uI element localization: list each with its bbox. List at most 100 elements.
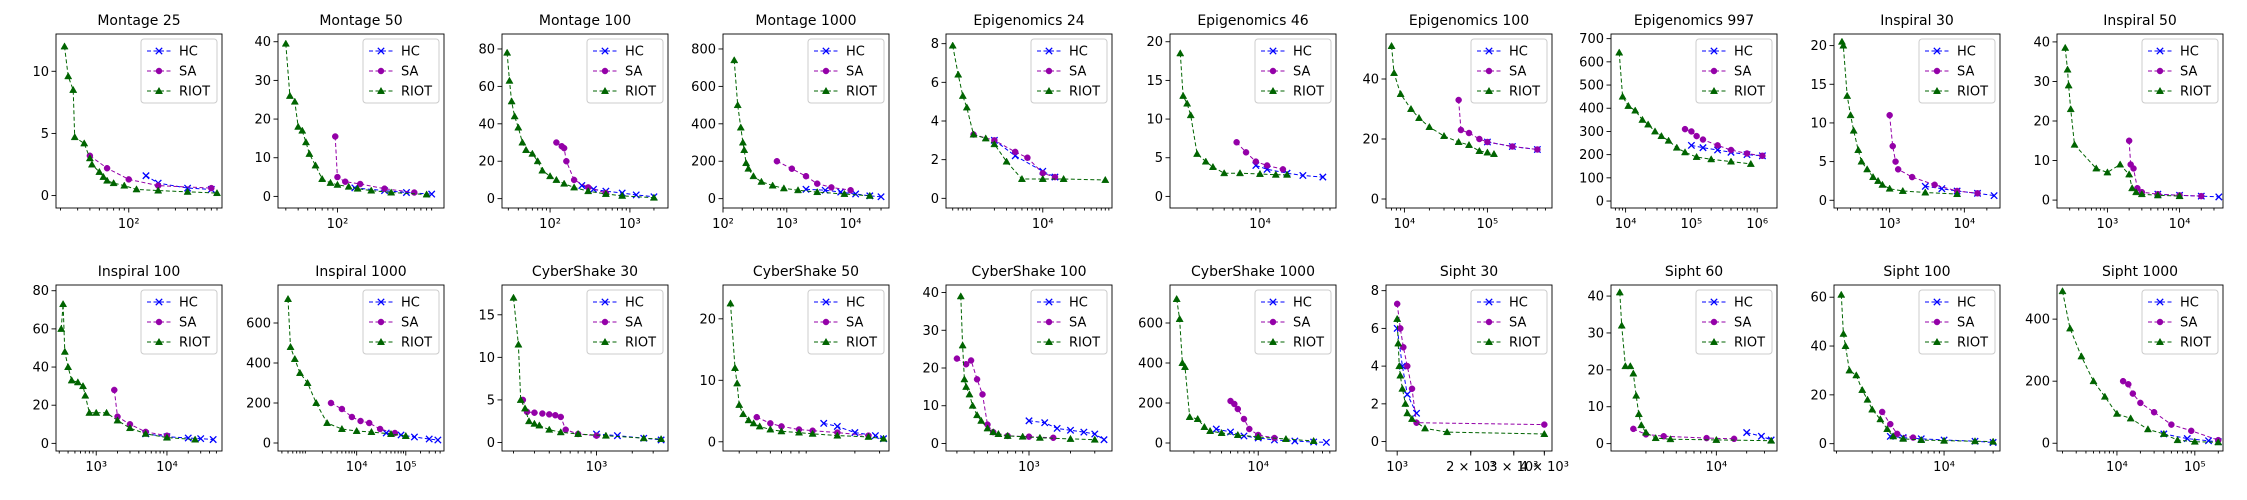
data-point (338, 405, 346, 413)
series-line (2157, 193, 2219, 198)
data-point (1100, 436, 1108, 444)
data-point (1403, 390, 1411, 399)
data-point (749, 172, 758, 180)
plot-area (2061, 43, 2223, 201)
data-point (531, 409, 538, 416)
legend-marker (1933, 318, 1941, 326)
data-point (879, 434, 888, 442)
data-point (768, 181, 777, 189)
data-point (553, 139, 560, 146)
y-tick-label: 15 (1810, 78, 1827, 93)
data-point (1457, 126, 1465, 134)
data-point (281, 39, 290, 47)
legend-marker (1269, 67, 1277, 75)
data-point (1179, 91, 1188, 99)
data-point (95, 167, 104, 175)
axes-frame (945, 33, 1113, 209)
y-tick-label: 400 (1138, 357, 1163, 372)
legend-marker (1484, 86, 1494, 94)
data-point (524, 417, 534, 425)
chart-panel: Inspiral 1000 10⁴ 10⁵ 0 200 400 600 HC SA RIOT (246, 264, 445, 475)
data-point (1183, 99, 1192, 107)
data-point (1455, 96, 1462, 104)
series-line (2163, 433, 2219, 443)
axes-frame (1833, 284, 2001, 452)
series-line (1216, 428, 1327, 443)
y-tick-label: 40 (2033, 35, 2050, 50)
series-line (60, 304, 196, 441)
legend-marker (2156, 298, 2164, 306)
data-point (1680, 148, 1690, 156)
data-point (1053, 424, 1061, 433)
plot-area (730, 56, 885, 201)
x-tick-label: 10⁴ (1247, 460, 1269, 475)
data-point (142, 172, 150, 180)
data-point (113, 416, 122, 424)
data-point (560, 179, 569, 187)
y-tick-label: 200 (246, 397, 271, 412)
data-point (979, 391, 986, 398)
panel-title: Inspiral 30 (1880, 13, 1954, 29)
series-sa (2119, 377, 2222, 444)
data-point (305, 149, 314, 157)
y-tick-label: 6 (1371, 322, 1379, 337)
series-sa (327, 399, 399, 437)
data-point (1414, 113, 1424, 121)
y-tick-label: 10 (1146, 113, 1163, 128)
data-point (337, 424, 346, 432)
data-point (1858, 385, 1867, 393)
data-point (120, 181, 129, 189)
data-point (1534, 146, 1541, 153)
legend-box (586, 289, 664, 355)
y-tick-label: 20 (2033, 115, 2050, 130)
data-point (2112, 409, 2121, 417)
axes-frame (722, 33, 890, 209)
legend-label: SA (1509, 65, 1526, 80)
data-point (141, 429, 150, 437)
legend-box (1695, 38, 1773, 104)
data-point (733, 100, 742, 109)
data-point (973, 376, 981, 383)
legend-marker (376, 86, 386, 94)
data-point (851, 428, 859, 437)
series-line (960, 296, 1095, 441)
data-point (578, 181, 586, 190)
y-tick-label: 8 (931, 37, 939, 52)
legend-label: RIOT (1293, 85, 1324, 100)
data-point (326, 178, 335, 186)
legend-label: SA (1734, 65, 1751, 80)
data-point (352, 426, 361, 434)
data-point (1066, 426, 1075, 434)
data-point (1615, 288, 1624, 296)
legend-box (140, 38, 218, 104)
legend-marker (377, 47, 385, 55)
panel-title: Sipht 60 (1665, 264, 1723, 280)
legend-label: SA (1957, 65, 1974, 80)
series-sa (1886, 111, 1981, 197)
data-point (730, 363, 740, 371)
data-point (1843, 91, 1852, 99)
data-point (1940, 436, 1949, 444)
legend-marker (377, 67, 385, 75)
y-tick-label: 0 (2042, 194, 2050, 209)
data-point (1475, 146, 1484, 154)
data-point (1540, 429, 1549, 437)
data-point (1035, 433, 1044, 441)
plot-area (509, 293, 666, 444)
y-tick-label: 5 (41, 127, 49, 142)
data-point (434, 436, 442, 444)
data-point (990, 140, 999, 148)
data-point (657, 434, 666, 443)
series-riot (2061, 43, 2184, 200)
x-tick-label: 10³ (776, 217, 798, 232)
data-point (1889, 142, 1896, 150)
legend-box (1470, 289, 1548, 355)
data-point (381, 185, 388, 192)
legend-label: SA (179, 65, 196, 80)
legend: HC SA RIOT (140, 289, 218, 355)
data-point (1212, 425, 1220, 433)
data-point (125, 423, 135, 432)
data-point (103, 176, 112, 184)
data-point (1041, 419, 1049, 427)
legend: HC SA RIOT (1254, 289, 1332, 355)
